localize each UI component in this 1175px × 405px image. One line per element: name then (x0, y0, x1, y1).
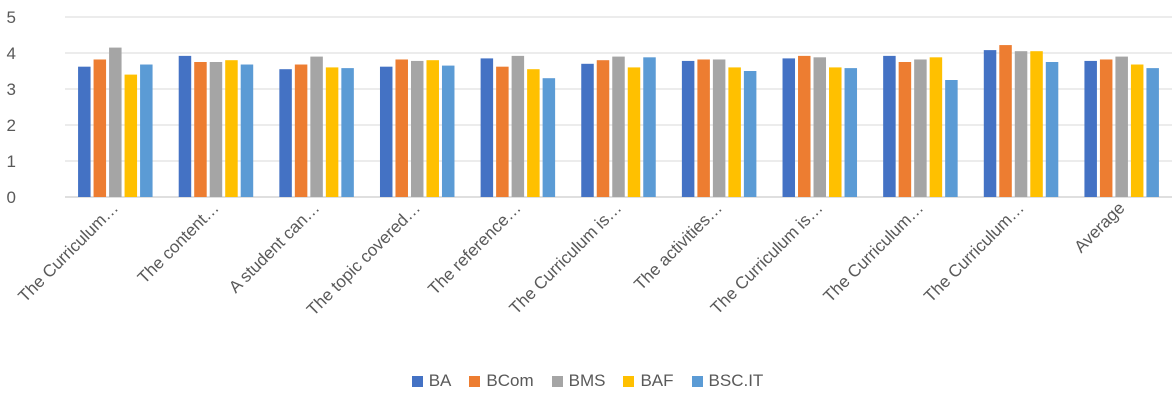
bar (310, 56, 323, 197)
bar (1099, 59, 1113, 198)
bar (712, 59, 726, 198)
x-tick-label: The activities… (630, 198, 726, 294)
bar (140, 64, 153, 198)
bar (844, 68, 858, 198)
bar (581, 63, 594, 197)
bar (596, 60, 610, 198)
legend-label-ba: BA (428, 371, 452, 390)
legend-label-bcom: BCom (486, 371, 534, 390)
legend-swatch-baf (623, 375, 635, 387)
bar (1014, 51, 1028, 198)
legend-item-baf: BAF (623, 371, 674, 391)
legend-label-bms: BMS (568, 371, 606, 390)
bar (410, 60, 424, 197)
bar (325, 67, 339, 198)
x-tick-label: The content… (134, 198, 223, 287)
bar (983, 50, 997, 198)
bar (681, 60, 695, 197)
bar (496, 66, 509, 198)
y-tick-label: 3 (7, 80, 16, 99)
bar (612, 56, 625, 197)
y-tick-label: 0 (7, 188, 16, 207)
bar (1084, 60, 1097, 197)
bar (813, 57, 827, 197)
bar (542, 78, 556, 197)
bar (999, 45, 1012, 197)
bar (1045, 62, 1059, 197)
legend-swatch-bms (551, 375, 563, 387)
x-tick-label: The topic covered… (303, 198, 424, 319)
legend-item-bscit: BSC.IT (691, 371, 764, 391)
bar (929, 57, 943, 197)
bar (178, 55, 192, 197)
bar (643, 57, 656, 197)
y-tick-label: 1 (7, 152, 16, 171)
legend-label-baf: BAF (640, 371, 674, 390)
bar (627, 67, 641, 198)
bar (124, 74, 138, 197)
bar (209, 62, 223, 197)
y-tick-label: 2 (7, 116, 16, 135)
bar (341, 68, 354, 198)
x-tick-label: Average (1071, 198, 1129, 256)
bar (279, 69, 292, 197)
bar (697, 59, 710, 198)
bar (1030, 51, 1043, 198)
bar (798, 55, 811, 197)
bar (441, 65, 455, 197)
bar (395, 59, 408, 198)
bar (1146, 68, 1159, 198)
bar (480, 58, 494, 198)
y-tick-label: 5 (7, 8, 16, 27)
x-tick-label: The Curriculum is… (707, 198, 827, 318)
bar (225, 60, 238, 198)
bar (109, 47, 122, 197)
bar (527, 69, 540, 197)
bar (240, 64, 254, 198)
x-tick-label: The reference… (424, 198, 524, 298)
x-tick-label: The Curriculum… (820, 198, 928, 306)
y-tick-label: 4 (7, 44, 16, 63)
bar (93, 59, 107, 198)
chart-legend: BA BCom BMS BAF BSC.IT (0, 371, 1175, 391)
bar (898, 62, 912, 197)
bar (78, 66, 91, 198)
bar (194, 62, 207, 197)
legend-item-bms: BMS (551, 371, 606, 391)
bar (883, 55, 896, 197)
x-tick-label: A student can… (225, 198, 323, 296)
bar (743, 71, 757, 197)
bar (829, 67, 842, 198)
bar (914, 59, 927, 198)
bar (1130, 64, 1144, 198)
bar (782, 58, 796, 198)
legend-item-ba: BA (411, 371, 452, 391)
bar (728, 67, 741, 198)
legend-swatch-bscit (691, 375, 703, 387)
bar (426, 60, 439, 198)
legend-label-bscit: BSC.IT (708, 371, 764, 390)
x-tick-label: The Curriculum is… (506, 198, 626, 318)
x-tick-label: The Curriculum… (920, 198, 1028, 306)
x-tick-label: The Curriculum… (15, 198, 123, 306)
bar (294, 64, 308, 198)
legend-swatch-bcom (469, 375, 481, 387)
legend-item-bcom: BCom (469, 371, 534, 391)
bar (511, 55, 525, 197)
bar (1115, 56, 1128, 197)
bar (945, 80, 958, 197)
legend-swatch-ba (411, 375, 423, 387)
bar (379, 66, 393, 198)
